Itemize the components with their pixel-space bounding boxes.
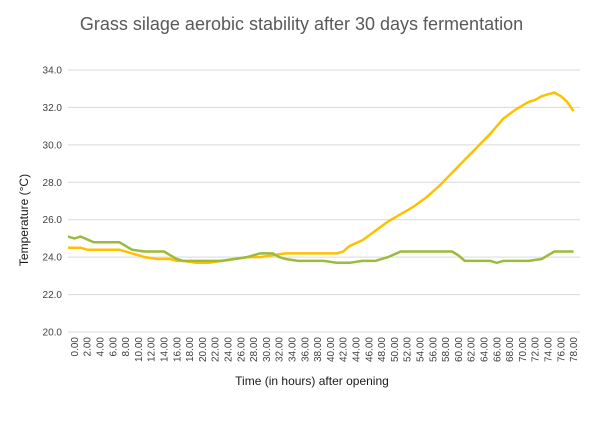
x-axis-label: Time (in hours) after opening — [235, 374, 389, 388]
y-tick-label: 34.0 — [43, 66, 63, 77]
x-tick-label: 24.00 — [224, 337, 235, 362]
y-tick-label: 32.0 — [43, 103, 63, 114]
x-tick-label: 6.00 — [108, 337, 119, 357]
x-tick-label: 74.00 — [544, 337, 555, 362]
x-tick-label: 60.00 — [454, 337, 465, 362]
x-tick-label: 38.00 — [313, 337, 324, 362]
x-tick-label: 8.00 — [121, 337, 132, 357]
x-tick-label: 54.00 — [416, 337, 427, 362]
x-tick-label: 26.00 — [236, 337, 247, 362]
series-line-2 — [67, 235, 574, 265]
x-tick-label: 22.00 — [211, 337, 222, 362]
x-tick-label: 78.00 — [569, 337, 580, 362]
y-tick-label: 24.0 — [43, 253, 63, 264]
chart-title: Grass silage aerobic stability after 30 … — [79, 14, 524, 34]
x-tick-label: 20.00 — [198, 337, 209, 362]
x-tick-label: 64.00 — [480, 337, 491, 362]
x-tick-label: 14.00 — [160, 337, 171, 362]
series-line-1 — [68, 91, 575, 265]
x-tick-label: 48.00 — [377, 337, 388, 362]
x-tick-label: 72.00 — [531, 337, 542, 362]
x-tick-label: 70.00 — [518, 337, 529, 362]
series-lines — [67, 91, 575, 265]
y-tick-label: 22.0 — [43, 290, 63, 301]
x-axis-ticks: 0.00 2.00 4.00 6.00 8.00 10.00 12.00 14.00 16.00… — [70, 337, 580, 362]
x-tick-label: 58.00 — [441, 337, 452, 362]
x-tick-label: 46.00 — [364, 337, 375, 362]
x-tick-label: 10.00 — [134, 337, 145, 362]
x-tick-label: 12.00 — [147, 337, 158, 362]
x-tick-label: 34.00 — [288, 337, 299, 362]
y-tick-label: 20.0 — [43, 328, 63, 339]
y-tick-label: 28.0 — [43, 178, 63, 189]
y-axis-label: Temperature (°C) — [17, 174, 31, 266]
x-tick-label: 62.00 — [467, 337, 478, 362]
x-tick-label: 52.00 — [403, 337, 414, 362]
x-tick-label: 36.00 — [300, 337, 311, 362]
x-tick-label: 50.00 — [390, 337, 401, 362]
x-tick-label: 66.00 — [492, 337, 503, 362]
x-tick-label: 68.00 — [505, 337, 516, 362]
x-tick-label: 44.00 — [352, 337, 363, 362]
x-tick-label: 0.00 — [70, 337, 81, 357]
x-tick-label: 42.00 — [339, 337, 350, 362]
y-tick-label: 30.0 — [43, 140, 63, 151]
x-tick-label: 2.00 — [83, 337, 94, 357]
x-tick-label: 4.00 — [96, 337, 107, 357]
y-tick-label: 26.0 — [43, 215, 63, 226]
gridlines — [68, 69, 580, 333]
y-axis-ticks: 20.0 22.0 24.0 26.0 28.0 30.0 32.0 34.0 — [43, 66, 63, 339]
x-tick-label: 76.00 — [556, 337, 567, 362]
x-tick-label: 28.00 — [249, 337, 260, 362]
x-tick-label: 30.00 — [262, 337, 273, 362]
x-tick-label: 40.00 — [326, 337, 337, 362]
x-tick-label: 32.00 — [275, 337, 286, 362]
x-tick-label: 56.00 — [428, 337, 439, 362]
x-tick-label: 16.00 — [172, 337, 183, 362]
x-tick-label: 18.00 — [185, 337, 196, 362]
